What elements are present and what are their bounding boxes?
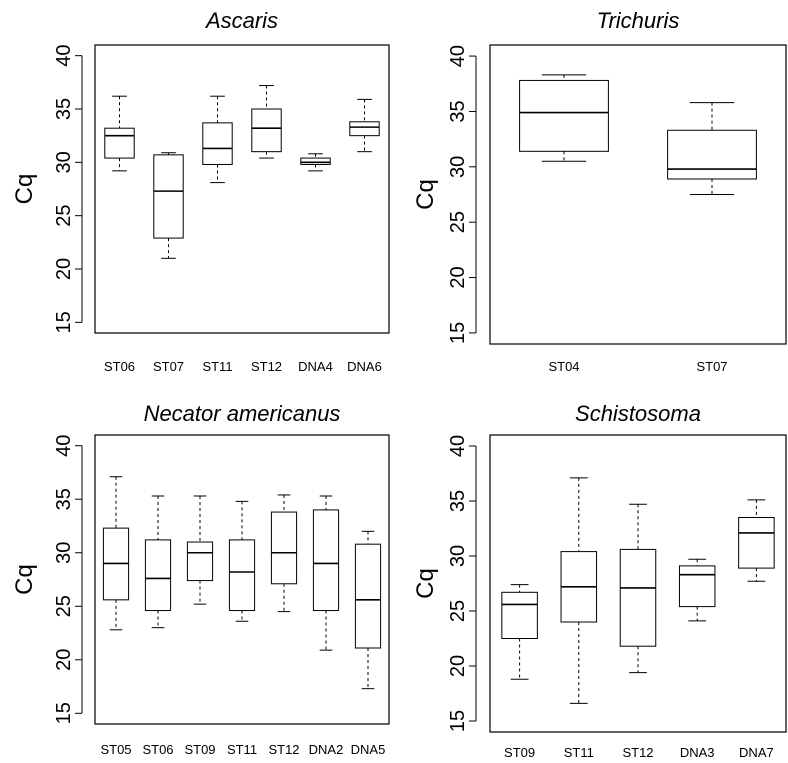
iqr-box — [270, 511, 298, 585]
x-tick-label: ST05 — [100, 742, 131, 757]
y-axis-label: Cq — [412, 179, 439, 210]
x-tick-label: ST04 — [548, 359, 579, 374]
x-tick-label: ST12 — [268, 742, 299, 757]
y-tick-label: 25 — [53, 205, 75, 227]
box-ST06 — [144, 495, 172, 629]
iqr-box — [104, 127, 135, 159]
x-tick-label: ST06 — [104, 359, 135, 374]
iqr-box — [501, 591, 538, 639]
x-tick-label: ST06 — [142, 742, 173, 757]
x-tick-label: DNA6 — [347, 359, 382, 374]
plot-frame — [489, 44, 787, 345]
iqr-box — [738, 517, 775, 569]
iqr-box — [312, 509, 340, 612]
box-ST11 — [202, 95, 233, 184]
iqr-box — [251, 108, 282, 153]
y-tick-label: 20 — [447, 655, 469, 677]
box-ST11 — [560, 477, 598, 704]
x-tick-label: ST12 — [622, 745, 653, 760]
box-ST12 — [251, 85, 282, 159]
y-tick-label: 30 — [53, 542, 75, 564]
box-DNA3 — [678, 558, 716, 622]
iqr-box — [202, 122, 233, 165]
panel-2: Necator americanus Cq 15 20 25 30 35 40 ST05 ST06… — [11, 401, 390, 757]
y-tick-label: 30 — [447, 156, 469, 178]
y-tick-label: 25 — [447, 600, 469, 622]
iqr-box — [228, 539, 256, 612]
box-ST06 — [104, 95, 135, 172]
y-tick-label: 25 — [53, 595, 75, 617]
box-DNA2 — [312, 495, 340, 651]
plot-frame — [489, 434, 787, 733]
iqr-box — [144, 539, 172, 612]
y-tick-label: 20 — [53, 258, 75, 280]
box-DNA4 — [300, 153, 331, 172]
box-ST04 — [519, 74, 609, 162]
x-tick-label: ST11 — [564, 745, 594, 760]
chart-title: Trichuris — [597, 8, 680, 33]
y-tick-label: 30 — [447, 545, 469, 567]
box-ST09 — [501, 584, 538, 680]
box-ST07 — [667, 102, 757, 195]
chart-title: Necator americanus — [144, 401, 341, 426]
chart-title: Schistosoma — [575, 401, 701, 426]
x-tick-label: DNA4 — [298, 359, 333, 374]
y-tick-label: 15 — [447, 710, 469, 732]
iqr-box — [678, 565, 716, 608]
iqr-box — [619, 548, 657, 647]
y-tick-label: 35 — [447, 100, 469, 122]
y-tick-label: 15 — [447, 322, 469, 344]
x-tick-label: ST09 — [504, 745, 535, 760]
panel-1: Trichuris Cq 15 20 25 30 35 40 ST04 ST07 — [412, 8, 787, 374]
y-tick-label: 20 — [53, 649, 75, 671]
y-axis-label: Cq — [11, 174, 38, 205]
panel-0: Ascaris Cq 15 20 25 30 35 40 ST06 ST07 ST11 ST12 DNA… — [11, 8, 390, 374]
x-tick-label: DNA5 — [351, 742, 386, 757]
box-ST05 — [102, 476, 130, 631]
x-tick-label: ST12 — [251, 359, 282, 374]
plot-frame — [94, 434, 390, 725]
y-axis-label: Cq — [412, 568, 439, 599]
y-axis-label: Cq — [11, 564, 38, 595]
iqr-box — [354, 543, 382, 649]
y-tick-label: 40 — [53, 435, 75, 457]
box-ST12 — [619, 503, 657, 674]
y-tick-label: 35 — [53, 98, 75, 120]
box-ST09 — [186, 495, 214, 605]
x-tick-label: ST07 — [696, 359, 727, 374]
iqr-box — [519, 79, 609, 152]
y-tick-label: 35 — [447, 490, 469, 512]
box-ST12 — [270, 494, 298, 613]
iqr-box — [349, 121, 380, 137]
iqr-box — [186, 541, 214, 582]
iqr-box — [153, 154, 184, 239]
x-tick-label: DNA2 — [309, 742, 344, 757]
x-tick-label: ST11 — [202, 359, 232, 374]
y-tick-label: 40 — [53, 45, 75, 67]
iqr-box — [667, 129, 757, 180]
y-tick-label: 15 — [53, 311, 75, 333]
plot-frame — [94, 44, 390, 334]
box-ST07 — [153, 152, 184, 259]
y-tick-label: 30 — [53, 151, 75, 173]
x-tick-label: DNA7 — [739, 745, 774, 760]
box-DNA6 — [349, 98, 380, 153]
y-tick-label: 20 — [447, 266, 469, 288]
y-tick-label: 40 — [447, 45, 469, 67]
y-tick-label: 35 — [53, 488, 75, 510]
y-tick-label: 25 — [447, 211, 469, 233]
x-tick-label: DNA3 — [680, 745, 715, 760]
y-tick-label: 40 — [447, 435, 469, 457]
box-ST11 — [228, 500, 256, 622]
panel-3: Schistosoma Cq 15 20 25 30 35 40 ST09 ST11 ST12 DNA… — [412, 401, 787, 760]
box-DNA7 — [738, 499, 775, 582]
chart-title: Ascaris — [204, 8, 278, 33]
x-tick-label: ST07 — [153, 359, 184, 374]
x-tick-label: ST11 — [227, 742, 257, 757]
x-tick-label: ST09 — [184, 742, 215, 757]
y-tick-label: 15 — [53, 702, 75, 724]
iqr-box — [300, 157, 331, 165]
box-DNA5 — [354, 530, 382, 690]
